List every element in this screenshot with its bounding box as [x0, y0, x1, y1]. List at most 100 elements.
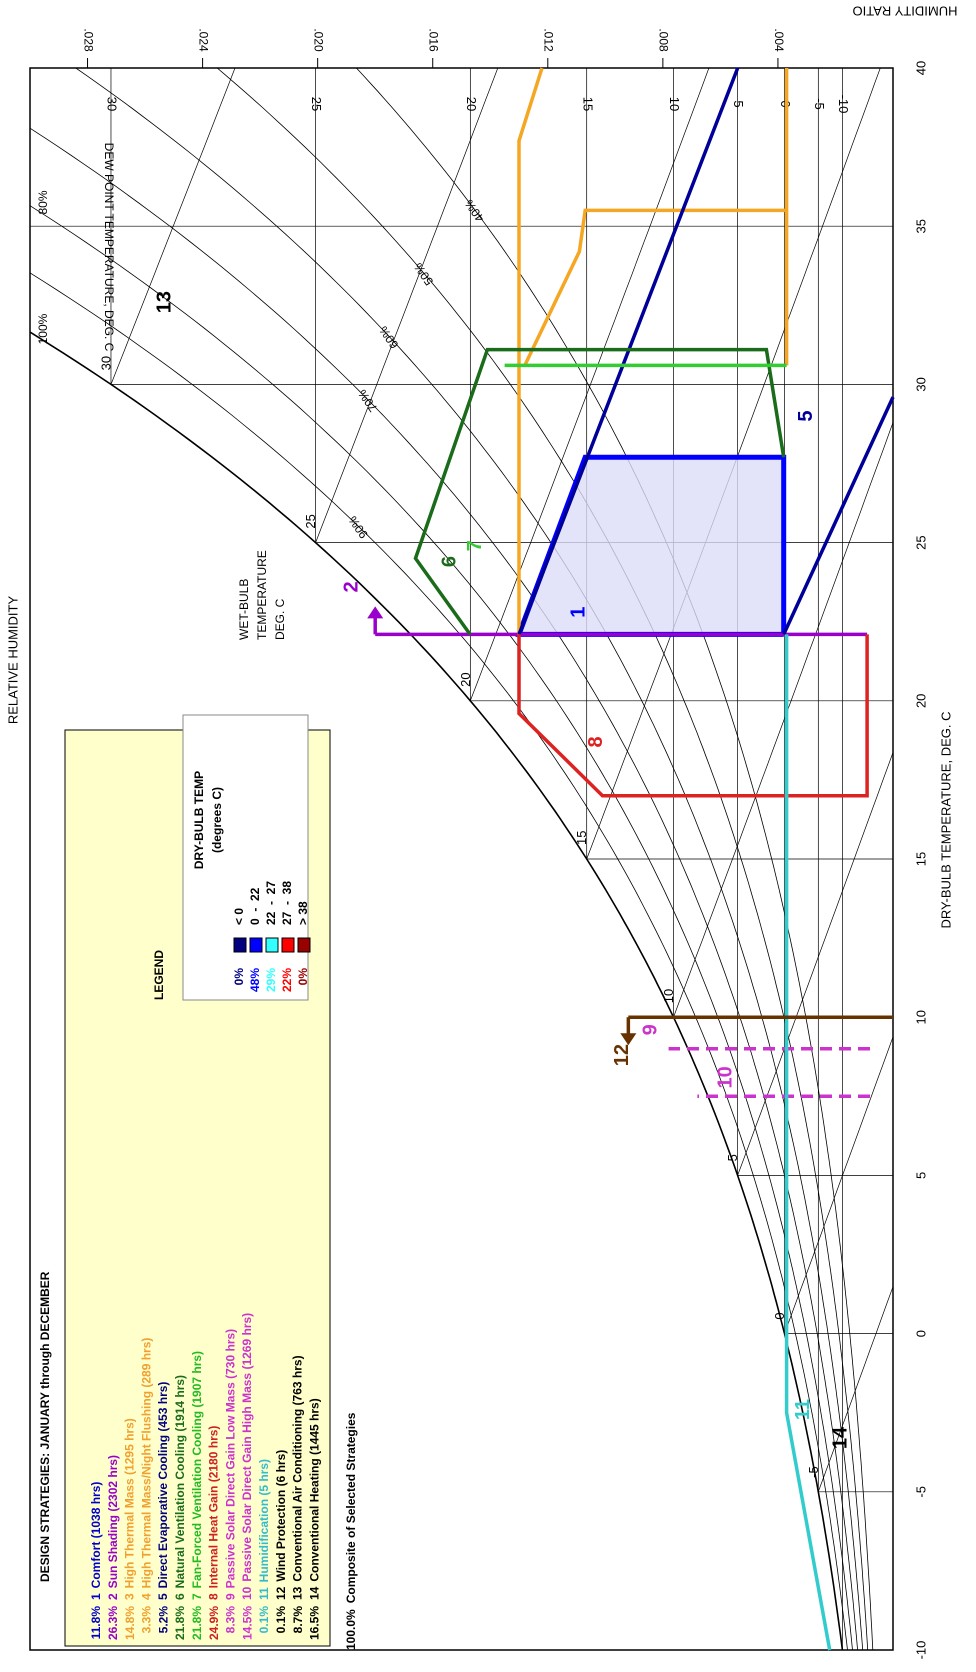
strategy-name: Fan-Forced Ventilation Cooling (1907 hrs…	[190, 1351, 204, 1588]
x-tick-label: 20	[913, 694, 928, 708]
strategy-number: 10	[240, 1586, 254, 1600]
zone-label: 8	[585, 736, 607, 747]
wet-bulb-line	[737, 748, 893, 1176]
strategy-zone	[413, 347, 786, 636]
y-axis-label: HUMIDITY RATIO	[853, 4, 958, 19]
dew-point-tick-label: 25	[309, 97, 324, 111]
strategy-pct: 5.2%	[156, 1606, 170, 1634]
y-tick-label: .004	[772, 28, 786, 52]
strategy-entry: 10 Passive Solar Direct Gain High Mass (1…	[240, 1313, 254, 1600]
strategy-name: High Thermal Mass/Night Flushing (289 hr…	[140, 1338, 154, 1589]
zone-label: 12	[611, 1044, 633, 1066]
dew-point-tick-label: 10	[667, 97, 682, 111]
x-axis-label: DRY-BULB TEMPERATURE, DEG. C	[938, 712, 953, 929]
composite: 100.0% Composite of Selected Strategies	[344, 1412, 358, 1650]
rh-axis-label: RELATIVE HUMIDITY	[5, 596, 20, 725]
strategy-number: 4	[140, 1593, 154, 1600]
x-tick-label: 15	[913, 852, 928, 866]
legend-label: < 0	[232, 908, 246, 925]
dew-point-tick-label: 30	[105, 97, 120, 111]
legend-pct: 48%	[248, 968, 262, 992]
wet-bulb-label: DEG. C	[273, 598, 287, 640]
strategy-pct: 8.7%	[291, 1606, 305, 1634]
legend-unit: (degrees C)	[210, 787, 224, 853]
legend-title: LEGEND	[152, 950, 166, 1000]
strategy-number: 1	[89, 1593, 103, 1600]
x-tick-label: 35	[913, 219, 928, 233]
strategy-pct: 0.1%	[274, 1606, 288, 1634]
y-tick-label: .008	[657, 28, 671, 52]
legend-label: > 38	[296, 901, 310, 925]
wet-bulb-tick-label: 15	[574, 831, 589, 845]
x-tick-label: 30	[913, 377, 928, 391]
rh-curve	[30, 123, 858, 1650]
title: DESIGN STRATEGIES: JANUARY through DECEM…	[38, 1271, 52, 1582]
rh-curve	[30, 265, 848, 1650]
zone-label: 7	[464, 540, 486, 551]
legend-pct: 22%	[280, 968, 294, 992]
strategy-pct: 3.3%	[140, 1606, 154, 1634]
dew-point-tick-label: 15	[580, 97, 595, 111]
wet-bulb-line	[469, 68, 710, 701]
wet-bulb-tick-label: 5	[725, 1154, 740, 1161]
x-tick-label: 10	[913, 1010, 928, 1024]
strategy-number: 5	[156, 1593, 170, 1600]
x-tick-label: 40	[913, 61, 928, 75]
zone-label: 14	[830, 1426, 852, 1449]
wet-bulb-label: TEMPERATURE	[255, 550, 269, 640]
legend-pct: 0%	[232, 968, 246, 986]
composite-pct: 100.0%	[344, 1609, 358, 1650]
strategy-pct: 21.8%	[173, 1606, 187, 1640]
wet-bulb-line	[784, 1032, 893, 1334]
strategy-entry: 3 High Thermal Mass (1295 hrs)	[123, 1418, 137, 1600]
strategy-number: 11	[257, 1587, 271, 1600]
dew-point-tick-label: -10	[836, 95, 851, 114]
legend-pct: 29%	[264, 968, 278, 992]
composite-label: Composite of Selected Strategies	[344, 1412, 358, 1603]
rh-curve	[30, 202, 853, 1650]
legend-heading: DRY-BULB TEMP	[192, 771, 206, 869]
wet-bulb-label: WET-BULB	[237, 579, 251, 640]
strategy-number: 13	[291, 1586, 305, 1600]
legend-swatch	[297, 937, 311, 953]
x-tick-label: -10	[913, 1641, 928, 1660]
strategy-name: Sun Shading (2302 hrs)	[106, 1455, 120, 1588]
y-tick-label: .016	[427, 28, 441, 52]
rh-label: 80%	[36, 190, 50, 214]
strategy-entry: 2 Sun Shading (2302 hrs)	[106, 1455, 120, 1600]
strategy-pct: 16.5%	[308, 1606, 322, 1640]
rotated-chart: DESIGN STRATEGIES: JANUARY through DECEM…	[5, 4, 957, 1660]
y-tick-label: .024	[196, 28, 210, 52]
legend-label: 27 - 38	[280, 881, 294, 925]
strategy-name: Natural Ventilation Cooling (1914 hrs)	[173, 1375, 187, 1588]
strategy-number: 2	[106, 1593, 120, 1600]
zone-label: 10	[714, 1066, 736, 1088]
strategy-number: 6	[173, 1593, 187, 1600]
legend-swatch	[249, 937, 263, 953]
strategy-pct: 11.8%	[89, 1606, 103, 1640]
wet-bulb-tick-label: -5	[806, 1466, 821, 1478]
strategy-pct: 8.3%	[224, 1606, 238, 1634]
wet-bulb-line	[110, 68, 236, 385]
strategy-zone	[523, 208, 787, 367]
strategy-entry: 6 Natural Ventilation Cooling (1914 hrs)	[173, 1375, 187, 1600]
strategy-name: Passive Solar Direct Gain High Mass (126…	[240, 1313, 254, 1582]
strategy-name: Wind Protection (6 hrs)	[274, 1450, 288, 1582]
dew-point-tick-label: 20	[464, 97, 479, 111]
strategy-number: 7	[190, 1593, 204, 1600]
strategy-number: 8	[207, 1593, 221, 1600]
strategy-name: Humidification (5 hrs)	[257, 1459, 271, 1582]
strategy-number: 14	[308, 1586, 322, 1600]
wet-bulb-tick-label: 30	[98, 356, 113, 370]
strategy-entry: 4 High Thermal Mass/Night Flushing (289 h…	[140, 1338, 154, 1600]
wet-bulb-line	[817, 1285, 893, 1492]
strategy-entry: 7 Fan-Forced Ventilation Cooling (1907 hr…	[190, 1351, 204, 1600]
strategy-name: Conventional Air Conditioning (763 hrs)	[291, 1355, 305, 1581]
strategy-zone	[517, 67, 789, 635]
strategy-name: High Thermal Mass (1295 hrs)	[123, 1418, 137, 1588]
strategy-pct: 0.1%	[257, 1606, 271, 1634]
rh-label: 100%	[36, 313, 50, 344]
legend-label: 22 - 27	[264, 881, 278, 925]
strategy-entry: 5 Direct Evaporative Cooling (453 hrs)	[156, 1382, 170, 1600]
